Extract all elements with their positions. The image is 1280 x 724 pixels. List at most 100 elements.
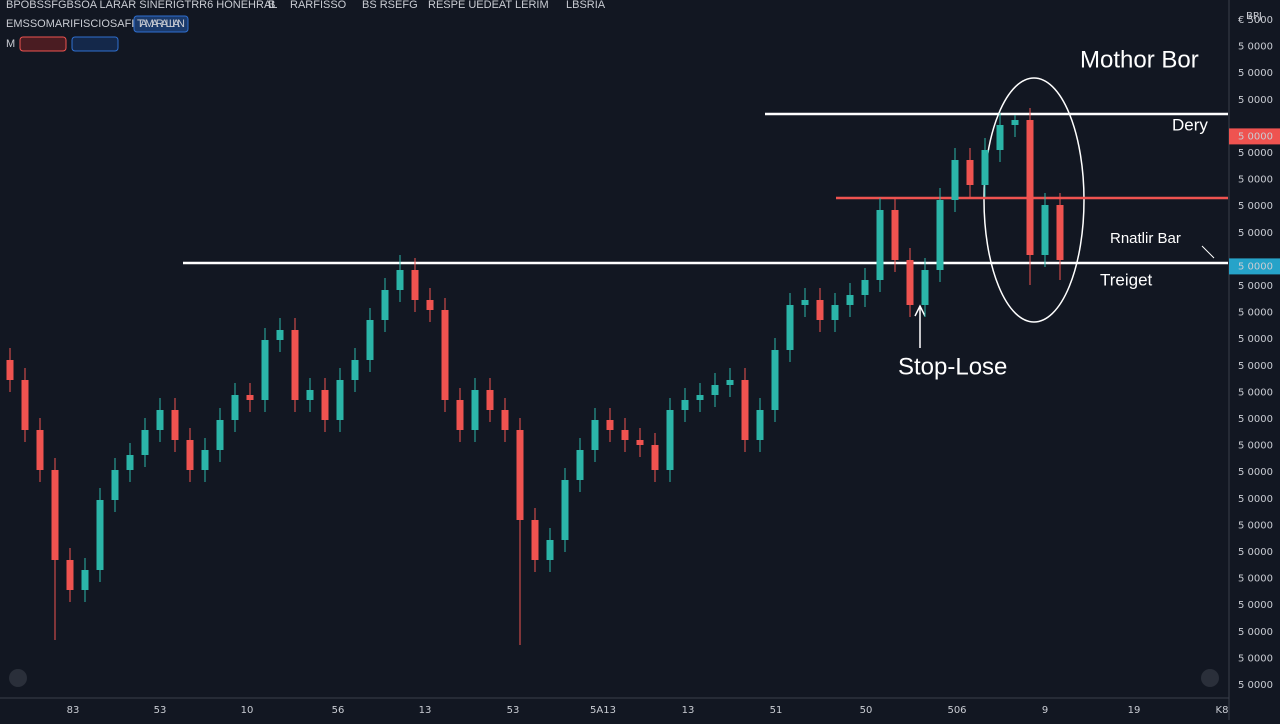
mother-bar-ellipse: [983, 77, 1085, 323]
annotation: Dery: [1172, 115, 1208, 134]
candle-body: [891, 210, 899, 260]
candle-body: [471, 390, 479, 430]
candle-body: [441, 310, 449, 400]
candle-body: [351, 360, 359, 380]
candle-body: [201, 450, 209, 470]
header-text: BS RSEFG: [362, 0, 418, 11]
price-tag: [1229, 128, 1280, 145]
candle-body: [876, 210, 884, 280]
price-axis-label: 5 0000: [1238, 600, 1273, 611]
candle-body: [801, 300, 809, 305]
candle-body: [291, 330, 299, 400]
price-axis-label: 5 0000: [1238, 680, 1273, 691]
arrow-head: [914, 304, 926, 317]
candle-body: [216, 420, 224, 450]
candle-body: [666, 410, 674, 470]
candle-body: [711, 385, 719, 395]
candle-body: [516, 430, 524, 520]
subheader-button[interactable]: [133, 15, 189, 33]
candle-body: [951, 160, 959, 200]
candle-body: [246, 395, 254, 400]
subheader-button-text: TAMARALLIAN: [137, 18, 185, 30]
candle-body: [141, 430, 149, 455]
price-axis-label: 5 0000: [1238, 261, 1273, 272]
price-axis-label: 5 0000: [1238, 42, 1273, 53]
price-tag: [1229, 258, 1280, 275]
candle-body: [651, 445, 659, 470]
price-axis-label: 5 0000: [1238, 68, 1273, 79]
x-axis-label: 10: [241, 705, 254, 716]
annotation: Rnatlir Bar: [1110, 230, 1181, 247]
candle-body: [231, 395, 239, 420]
x-axis-label: 5A13: [590, 705, 616, 716]
settings-button[interactable]: [1201, 669, 1219, 687]
price-axis-label: 5 0000: [1238, 467, 1273, 478]
candle-body: [741, 380, 749, 440]
header-text: BPOBSSFGBSOA LARAR SINERIGTRR6 HONEHRAL: [6, 0, 277, 11]
candle-body: [81, 570, 89, 590]
candle-body: [126, 455, 134, 470]
price-axis-label: 5 0000: [1238, 494, 1273, 505]
x-axis-label: 9: [1042, 705, 1048, 716]
candle-body: [396, 270, 404, 290]
candle-body: [996, 125, 1004, 150]
candle-body: [1011, 120, 1019, 125]
x-axis-label: 53: [154, 705, 167, 716]
x-axis-label: K8: [1216, 705, 1229, 716]
price-axis-label: 5 0000: [1238, 387, 1273, 398]
price-axis-label: 5 0000: [1238, 281, 1273, 292]
price-axis-label: 5 0000: [1238, 148, 1273, 159]
price-axis-label: 5 0000: [1238, 653, 1273, 664]
indicator-box[interactable]: [19, 36, 67, 52]
price-axis-label: € 5000: [1238, 15, 1273, 26]
x-axis-label: 50: [860, 705, 873, 716]
price-axis-label: 5 0000: [1238, 175, 1273, 186]
indicator-box[interactable]: [71, 36, 119, 52]
price-axis-label: 5 0000: [1238, 627, 1273, 638]
candle-body: [906, 260, 914, 305]
x-axis-label: 13: [419, 705, 432, 716]
candle-body: [546, 540, 554, 560]
candle-body: [276, 330, 284, 340]
candle-body: [1026, 120, 1034, 255]
candle-body: [456, 400, 464, 430]
candle-body: [306, 390, 314, 400]
x-axis-label: 19: [1128, 705, 1141, 716]
x-axis-label: 51: [770, 705, 783, 716]
x-axis-label: 13: [682, 705, 695, 716]
candle-body: [366, 320, 374, 360]
candle-body: [6, 360, 14, 380]
x-axis-label: 56: [332, 705, 345, 716]
candle-body: [531, 520, 539, 560]
x-axis-label: 53: [507, 705, 520, 716]
candle-body: [981, 150, 989, 185]
candle-body: [426, 300, 434, 310]
candle-body: [816, 300, 824, 320]
candle-body: [861, 280, 869, 295]
candle-body: [831, 305, 839, 320]
price-axis-label: 5 0000: [1238, 201, 1273, 212]
candle-body: [411, 270, 419, 300]
candle-body: [771, 350, 779, 410]
candle-body: [1056, 205, 1064, 260]
header-text: RARFISSO: [290, 0, 347, 11]
candle-body: [486, 390, 494, 410]
price-axis-label: 5 0000: [1238, 95, 1273, 106]
candle-body: [936, 200, 944, 270]
price-axis-label: 5 0000: [1238, 131, 1273, 142]
logo[interactable]: [9, 669, 27, 687]
candle-body: [726, 380, 734, 385]
candle-body: [681, 400, 689, 410]
price-axis-label: 5 0000: [1238, 441, 1273, 452]
candle-body: [591, 420, 599, 450]
candle-body: [321, 390, 329, 420]
price-axis-label: 5 0000: [1238, 228, 1273, 239]
annotation: Mothor Bor: [1080, 46, 1199, 73]
price-axis-label: 5 0000: [1238, 334, 1273, 345]
candle-body: [336, 380, 344, 420]
candle-body: [786, 305, 794, 350]
price-axis-label: 5 0000: [1238, 361, 1273, 372]
header-text: LBSRIA: [566, 0, 606, 11]
candle-body: [561, 480, 569, 540]
candle-body: [636, 440, 644, 445]
